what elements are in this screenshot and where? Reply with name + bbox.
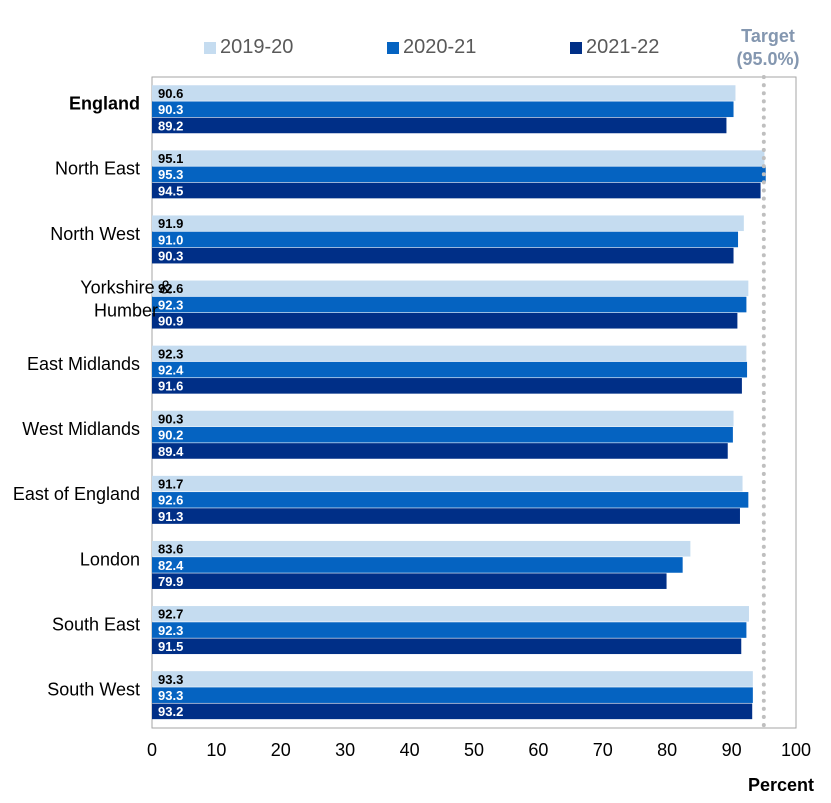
data-label-2021-22-9: 93.2 (158, 704, 183, 719)
legend-label-2021-22: 2021-22 (586, 36, 660, 58)
category-label-5: West Midlands (22, 419, 140, 439)
data-label-2021-22-5: 89.4 (158, 444, 184, 459)
x-tick-label-20: 20 (271, 740, 291, 760)
plot-area-border (151, 76, 797, 729)
x-tick-label-80: 80 (657, 740, 677, 760)
target-label-value: (95.0%) (736, 49, 800, 69)
bar-2021-22-4 (152, 378, 742, 394)
bar-2019-20-4 (152, 345, 747, 362)
bar-2019-20-6 (152, 475, 743, 492)
data-label-2020-21-4: 92.4 (158, 362, 184, 377)
data-label-2019-20-1: 95.1 (158, 151, 183, 166)
target-label: Target (95.0%) (726, 25, 810, 71)
data-label-2020-21-0: 90.3 (158, 102, 183, 117)
target-label-title: Target (741, 26, 795, 46)
bar-2020-21-3 (152, 296, 747, 313)
data-label-2019-20-5: 90.3 (158, 411, 183, 426)
category-label-2: North West (50, 224, 140, 244)
data-label-2020-21-3: 92.3 (158, 297, 183, 312)
data-label-2021-22-6: 91.3 (158, 509, 183, 524)
bar-2020-21-4 (152, 361, 748, 378)
bar-2021-22-0 (152, 117, 727, 134)
data-label-2019-20-2: 91.9 (158, 216, 183, 231)
x-tick-label-60: 60 (528, 740, 548, 760)
x-tick-label-100: 100 (781, 740, 811, 760)
data-label-2021-22-2: 90.3 (158, 248, 183, 263)
data-label-2020-21-9: 93.3 (158, 688, 183, 703)
bar-2019-20-2 (152, 215, 744, 232)
data-label-2019-20-7: 83.6 (158, 542, 183, 557)
bar-2021-22-8 (152, 638, 742, 655)
x-tick-label-0: 0 (147, 740, 157, 760)
bar-2021-22-5 (152, 443, 728, 459)
category-label-8: South East (52, 614, 140, 634)
data-label-2021-22-7: 79.9 (158, 574, 183, 589)
data-label-2019-20-6: 91.7 (158, 476, 183, 491)
bar-2019-20-9 (152, 671, 753, 687)
bar-2019-20-1 (152, 150, 765, 166)
category-label-6: East of England (13, 484, 140, 504)
category-label-7: London (80, 549, 140, 569)
data-label-2020-21-5: 90.2 (158, 428, 183, 443)
data-label-2020-21-2: 91.0 (158, 232, 183, 247)
data-label-2019-20-0: 90.6 (158, 86, 183, 101)
data-label-2021-22-0: 89.2 (158, 118, 183, 133)
data-label-2021-22-8: 91.5 (158, 639, 183, 654)
legend-swatch-2021-22 (570, 41, 582, 54)
legend-item-2019-20: 2019-20 (204, 36, 293, 59)
bar-2019-20-0 (152, 85, 736, 101)
bar-2021-22-2 (152, 247, 734, 264)
category-label-4: East Midlands (27, 354, 140, 374)
legend-label-2019-20: 2019-20 (220, 36, 294, 58)
bar-2020-21-0 (152, 101, 734, 118)
x-tick-label-90: 90 (722, 740, 742, 760)
legend-swatch-2020-21 (387, 41, 399, 54)
category-label-1: North East (55, 159, 140, 179)
bar-2019-20-3 (152, 280, 749, 297)
legend-item-2021-22: 2021-22 (570, 36, 659, 59)
legend-swatch-2019-20 (204, 41, 216, 54)
category-label-0: England (69, 94, 140, 114)
bar-2020-21-2 (152, 231, 739, 248)
bar-2020-21-8 (152, 622, 747, 638)
data-label-2021-22-3: 90.9 (158, 314, 183, 329)
x-tick-label-50: 50 (464, 740, 484, 760)
data-label-2021-22-4: 91.6 (158, 379, 183, 394)
bar-2021-22-6 (152, 508, 740, 524)
data-label-2020-21-7: 82.4 (158, 558, 184, 573)
x-tick-label-70: 70 (593, 740, 613, 760)
bar-2020-21-7 (152, 557, 683, 573)
legend-label-2020-21: 2020-21 (403, 36, 477, 58)
bar-2019-20-5 (152, 410, 734, 427)
data-label-2019-20-8: 92.7 (158, 607, 183, 622)
x-tick-label-30: 30 (335, 740, 355, 760)
bar-2021-22-9 (152, 703, 753, 720)
bar-2020-21-6 (152, 492, 749, 508)
x-tick-label-40: 40 (400, 740, 420, 760)
legend-item-2020-21: 2020-21 (387, 36, 476, 59)
data-label-2020-21-1: 95.3 (158, 167, 183, 182)
bar-2019-20-8 (152, 606, 749, 622)
data-label-2020-21-6: 92.6 (158, 493, 183, 508)
data-label-2020-21-8: 92.3 (158, 623, 183, 638)
bar-2021-22-1 (152, 182, 761, 199)
data-label-2019-20-9: 93.3 (158, 672, 183, 687)
data-label-2021-22-1: 94.5 (158, 183, 183, 198)
category-label-3: Yorkshire & Humber (80, 277, 171, 320)
data-label-2019-20-3: 92.6 (158, 281, 183, 296)
bar-2021-22-7 (152, 573, 667, 589)
x-tick-label-10: 10 (206, 740, 226, 760)
bar-2020-21-1 (152, 166, 766, 183)
bar-2021-22-3 (152, 312, 738, 329)
data-label-2019-20-4: 92.3 (158, 346, 183, 361)
category-label-9: South West (47, 679, 140, 699)
bar-2019-20-7 (152, 540, 691, 557)
x-axis-title: Percent (747, 775, 814, 795)
bar-2020-21-9 (152, 687, 753, 703)
bar-2020-21-5 (152, 426, 733, 443)
